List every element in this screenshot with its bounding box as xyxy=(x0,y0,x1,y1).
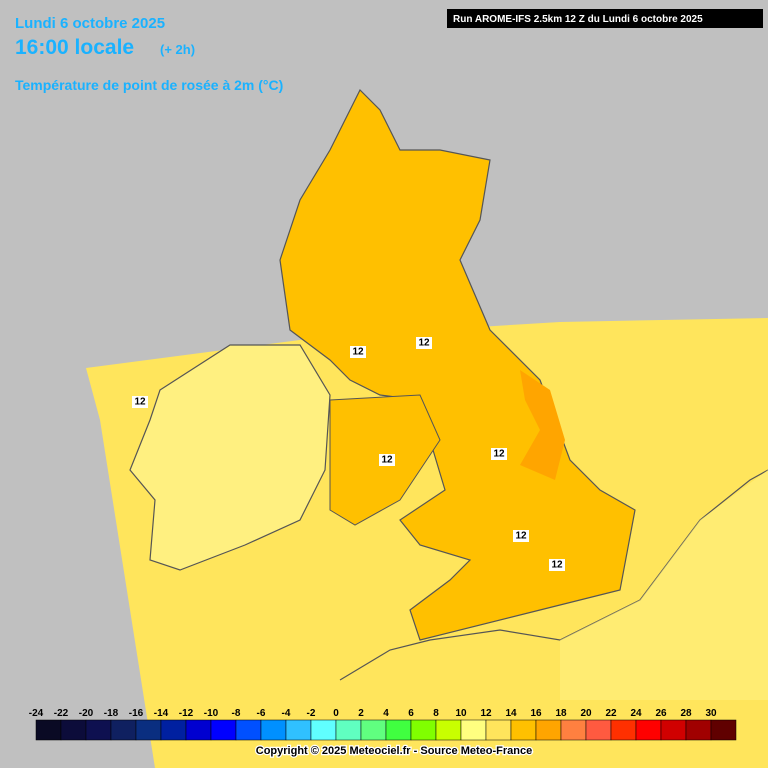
contour-label: 12 xyxy=(418,338,430,349)
legend-label: 16 xyxy=(530,708,542,719)
legend-label: 4 xyxy=(383,708,389,719)
legend-swatch xyxy=(160,719,187,741)
contour-label-box xyxy=(549,559,565,571)
legend-swatch xyxy=(560,719,587,741)
legend-swatch xyxy=(335,719,362,741)
legend-swatch xyxy=(310,719,337,741)
legend-label: -10 xyxy=(204,708,219,719)
legend-swatch xyxy=(135,719,162,741)
legend-swatch xyxy=(35,719,62,741)
legend-swatch xyxy=(285,719,312,741)
legend-label: -12 xyxy=(179,708,194,719)
legend-label: 0 xyxy=(333,708,339,719)
contour-label: 12 xyxy=(515,531,527,542)
contour-label-box xyxy=(132,396,148,408)
legend-label: 22 xyxy=(605,708,617,719)
legend-swatch xyxy=(460,719,487,741)
legend-label: -20 xyxy=(79,708,94,719)
warm-spot xyxy=(520,370,565,480)
legend-swatch xyxy=(210,719,237,741)
legend-swatch xyxy=(710,719,737,741)
legend-label: -2 xyxy=(307,708,316,719)
legend-swatch xyxy=(60,719,87,741)
legend-label: -8 xyxy=(232,708,241,719)
legend-swatch xyxy=(260,719,287,741)
run-info: Run AROME-IFS 2.5km 12 Z du Lundi 6 octo… xyxy=(453,14,703,25)
contour-label-box xyxy=(416,337,432,349)
legend: -24 -22 -20 -18 -16 -14 -12 -10 -8 -6 -4 -2 0 2 4 6 8 10 1… xyxy=(29,708,737,741)
contour-label: 12 xyxy=(493,449,505,460)
contour-label: 12 xyxy=(381,455,393,466)
date: Lundi 6 octobre 2025 xyxy=(15,15,165,32)
legend-swatch xyxy=(510,719,537,741)
legend-swatch xyxy=(410,719,437,741)
contour-label-box xyxy=(513,530,529,542)
legend-label: -18 xyxy=(104,708,119,719)
legend-swatch xyxy=(185,719,212,741)
contour-label: 12 xyxy=(352,347,364,358)
legend-label: -6 xyxy=(257,708,266,719)
parameter: Température de point de rosée à 2m (°C) xyxy=(15,77,283,93)
legend-label: -16 xyxy=(129,708,144,719)
contour-label-box xyxy=(379,454,395,466)
time: 16:00 locale xyxy=(15,36,134,59)
legend-label: 8 xyxy=(433,708,439,719)
legend-swatch xyxy=(685,719,712,741)
legend-swatch xyxy=(110,719,137,741)
france-land xyxy=(560,470,768,700)
run-box xyxy=(447,9,763,28)
legend-swatch xyxy=(635,719,662,741)
contour-label-box xyxy=(491,448,507,460)
legend-swatch xyxy=(385,719,412,741)
ireland xyxy=(129,344,331,571)
legend-label: 24 xyxy=(630,708,642,719)
contour-labels: 12 12 12 12 12 12 12 xyxy=(132,337,565,571)
legend-label: 18 xyxy=(555,708,567,719)
contour-label: 12 xyxy=(134,397,146,408)
copyright: Copyright © 2025 Meteociel.fr - Source M… xyxy=(256,745,532,757)
legend-label: 14 xyxy=(505,708,517,719)
legend-label: 12 xyxy=(480,708,492,719)
legend-label: -22 xyxy=(54,708,69,719)
legend-swatch xyxy=(85,719,112,741)
legend-swatch xyxy=(435,719,462,741)
legend-label: -4 xyxy=(282,708,291,719)
legend-swatch xyxy=(360,719,387,741)
legend-label: 6 xyxy=(408,708,414,719)
contour-label-box xyxy=(350,346,366,358)
legend-label: 28 xyxy=(680,708,692,719)
legend-swatch xyxy=(585,719,612,741)
legend-swatch xyxy=(485,719,512,741)
legend-label: -24 xyxy=(29,708,44,719)
legend-label: 10 xyxy=(455,708,467,719)
legend-label: 30 xyxy=(705,708,717,719)
legend-label: 20 xyxy=(580,708,592,719)
legend-swatch xyxy=(610,719,637,741)
legend-swatch xyxy=(660,719,687,741)
contour-label: 12 xyxy=(551,560,563,571)
offset: (+ 2h) xyxy=(160,42,195,57)
legend-swatch xyxy=(235,719,262,741)
legend-label: 26 xyxy=(655,708,667,719)
legend-label: 2 xyxy=(358,708,364,719)
legend-swatch xyxy=(535,719,562,741)
legend-label: -14 xyxy=(154,708,169,719)
